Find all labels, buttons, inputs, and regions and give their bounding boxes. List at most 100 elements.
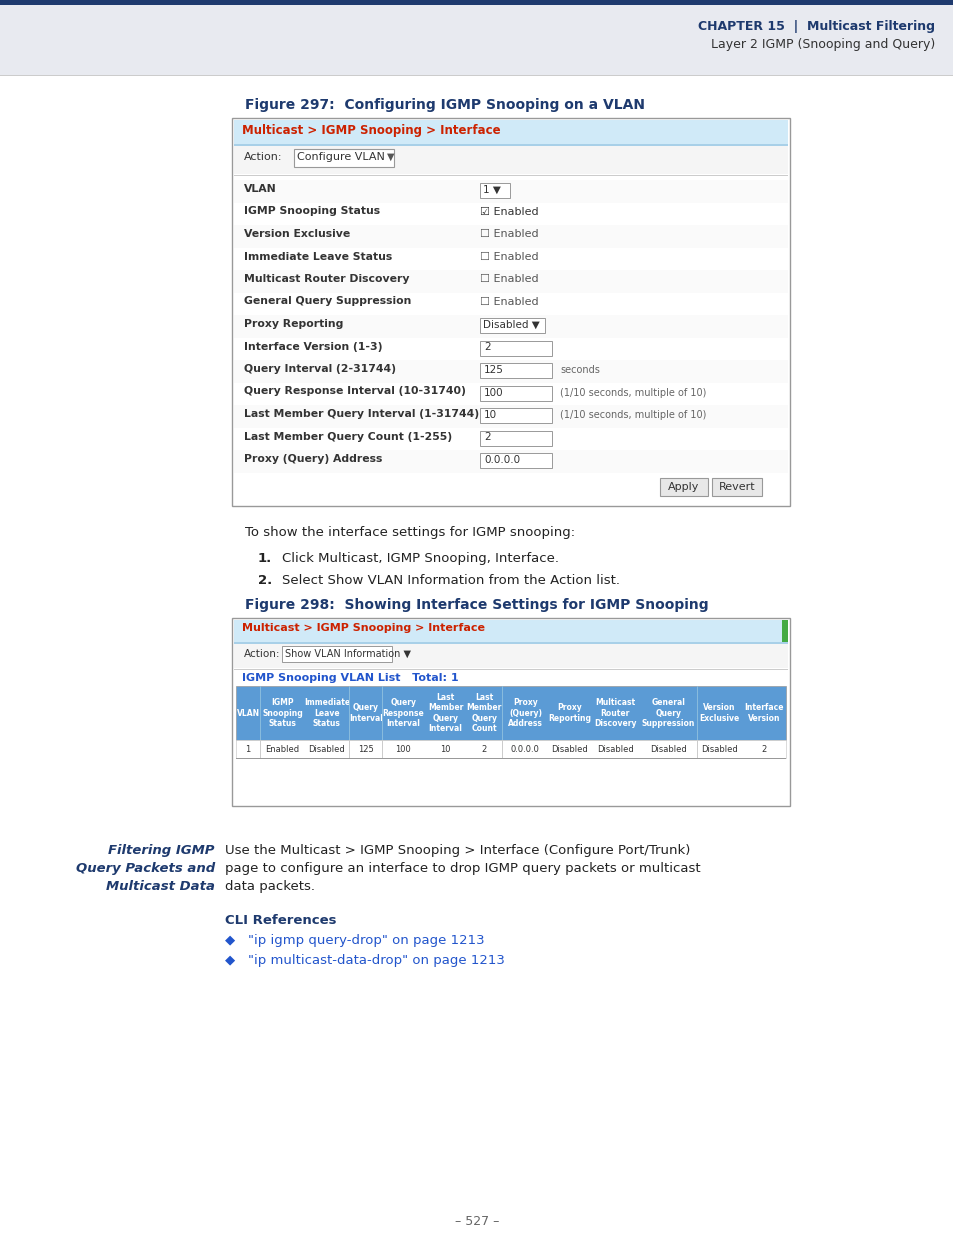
Text: Query Packets and: Query Packets and	[75, 862, 214, 876]
Text: Disabled: Disabled	[597, 745, 633, 753]
Text: Query Interval (2-31744): Query Interval (2-31744)	[244, 364, 395, 374]
Text: ☑ Enabled: ☑ Enabled	[479, 206, 538, 216]
Text: IGMP
Snooping
Status: IGMP Snooping Status	[262, 698, 303, 727]
Text: Action:: Action:	[244, 650, 280, 659]
Text: Last Member Query Interval (1-31744): Last Member Query Interval (1-31744)	[244, 409, 478, 419]
Text: Disabled: Disabled	[308, 745, 345, 753]
Text: Revert: Revert	[718, 482, 755, 492]
Text: ☐ Enabled: ☐ Enabled	[479, 252, 538, 262]
Text: Immediate
Leave
Status: Immediate Leave Status	[304, 698, 350, 727]
Text: Version
Exclusive: Version Exclusive	[699, 703, 739, 722]
Bar	[659, 478, 707, 496]
Bar	[479, 363, 552, 378]
Text: IGMP Snooping VLAN List   Total: 1: IGMP Snooping VLAN List Total: 1	[242, 673, 458, 683]
Bar	[479, 408, 552, 424]
Bar	[235, 740, 785, 758]
Bar	[233, 620, 787, 642]
Text: 2: 2	[760, 745, 765, 753]
Text: Query Response Interval (10-31740): Query Response Interval (10-31740)	[244, 387, 465, 396]
Text: Multicast Data: Multicast Data	[106, 881, 214, 893]
Text: Disabled: Disabled	[649, 745, 686, 753]
Text: Disabled: Disabled	[551, 745, 588, 753]
Text: Figure 297:  Configuring IGMP Snooping on a VLAN: Figure 297: Configuring IGMP Snooping on…	[245, 98, 644, 112]
Bar	[479, 385, 552, 400]
Text: CLI References: CLI References	[225, 914, 336, 927]
Text: ▼: ▼	[387, 152, 395, 162]
Bar	[233, 405, 787, 427]
Bar	[0, 0, 953, 5]
Text: Multicast Router Discovery: Multicast Router Discovery	[244, 274, 409, 284]
Text: VLAN: VLAN	[236, 709, 259, 718]
Text: Proxy
(Query)
Address: Proxy (Query) Address	[507, 698, 542, 727]
Text: Last Member Query Count (1-255): Last Member Query Count (1-255)	[244, 431, 452, 441]
Text: Interface Version (1-3): Interface Version (1-3)	[244, 342, 382, 352]
Text: To show the interface settings for IGMP snooping:: To show the interface settings for IGMP …	[245, 526, 575, 538]
Text: 1: 1	[245, 745, 251, 753]
Text: ☐ Enabled: ☐ Enabled	[479, 296, 538, 306]
Bar	[479, 453, 552, 468]
Bar	[479, 183, 510, 198]
Bar	[233, 642, 787, 643]
Text: 100: 100	[483, 388, 503, 398]
Bar	[233, 315, 787, 337]
Bar	[781, 620, 787, 642]
Text: ◆   "ip multicast-data-drop" on page 1213: ◆ "ip multicast-data-drop" on page 1213	[225, 953, 504, 967]
Text: Click Multicast, IGMP Snooping, Interface.: Click Multicast, IGMP Snooping, Interfac…	[282, 552, 558, 564]
Text: 1.: 1.	[257, 552, 272, 564]
Bar	[233, 225, 787, 247]
Text: Figure 298:  Showing Interface Settings for IGMP Snooping: Figure 298: Showing Interface Settings f…	[245, 598, 708, 613]
Text: Interface
Version: Interface Version	[743, 703, 782, 722]
Text: Version Exclusive: Version Exclusive	[244, 228, 350, 240]
Text: 1 ▼: 1 ▼	[482, 185, 500, 195]
Bar	[232, 119, 789, 506]
Text: Proxy Reporting: Proxy Reporting	[244, 319, 343, 329]
Text: 125: 125	[357, 745, 374, 753]
Text: – 527 –: – 527 –	[455, 1215, 498, 1228]
Text: IGMP Snooping Status: IGMP Snooping Status	[244, 206, 379, 216]
Text: Layer 2 IGMP (Snooping and Query): Layer 2 IGMP (Snooping and Query)	[710, 38, 934, 51]
Text: CHAPTER 15  |  Multicast Filtering: CHAPTER 15 | Multicast Filtering	[698, 20, 934, 33]
Bar	[233, 144, 787, 146]
Text: Enabled: Enabled	[265, 745, 299, 753]
Text: Multicast > IGMP Snooping > Interface: Multicast > IGMP Snooping > Interface	[242, 622, 484, 634]
Text: Query
Interval: Query Interval	[349, 703, 382, 722]
Text: 2.: 2.	[257, 574, 272, 587]
Bar	[233, 643, 787, 668]
Text: Filtering IGMP: Filtering IGMP	[109, 844, 214, 857]
Bar	[233, 120, 787, 144]
Text: 100: 100	[395, 745, 411, 753]
Bar	[479, 431, 552, 446]
Text: Query
Response
Interval: Query Response Interval	[382, 698, 424, 727]
Text: 10: 10	[440, 745, 451, 753]
Text: 2: 2	[481, 745, 486, 753]
Text: Immediate Leave Status: Immediate Leave Status	[244, 252, 392, 262]
Text: Proxy
Reporting: Proxy Reporting	[548, 703, 591, 722]
Text: ☐ Enabled: ☐ Enabled	[479, 274, 538, 284]
Bar	[233, 180, 787, 203]
Bar	[233, 146, 787, 174]
Text: Apply: Apply	[668, 482, 699, 492]
Text: VLAN: VLAN	[244, 184, 276, 194]
Text: General
Query
Suppression: General Query Suppression	[641, 698, 695, 727]
Text: data packets.: data packets.	[225, 881, 314, 893]
Text: 0.0.0.0: 0.0.0.0	[511, 745, 539, 753]
Bar	[294, 149, 394, 167]
Text: Multicast
Router
Discovery: Multicast Router Discovery	[594, 698, 636, 727]
Bar	[282, 646, 392, 662]
Bar	[0, 5, 953, 75]
Text: (1/10 seconds, multiple of 10): (1/10 seconds, multiple of 10)	[559, 410, 705, 420]
Bar	[233, 359, 787, 383]
Text: General Query Suppression: General Query Suppression	[244, 296, 411, 306]
Text: ◆   "ip igmp query-drop" on page 1213: ◆ "ip igmp query-drop" on page 1213	[225, 934, 484, 947]
Text: 125: 125	[483, 366, 503, 375]
Text: Select Show VLAN Information from the Action list.: Select Show VLAN Information from the Ac…	[282, 574, 619, 587]
Text: Show VLAN Information ▼: Show VLAN Information ▼	[285, 650, 411, 659]
Bar	[232, 618, 789, 806]
Text: ☐ Enabled: ☐ Enabled	[479, 228, 538, 240]
Text: Configure VLAN: Configure VLAN	[296, 152, 384, 162]
Bar	[479, 341, 552, 356]
Text: 0.0.0.0: 0.0.0.0	[483, 454, 519, 466]
Text: Proxy (Query) Address: Proxy (Query) Address	[244, 454, 382, 464]
Bar	[479, 317, 544, 333]
Text: page to configure an interface to drop IGMP query packets or multicast: page to configure an interface to drop I…	[225, 862, 700, 876]
